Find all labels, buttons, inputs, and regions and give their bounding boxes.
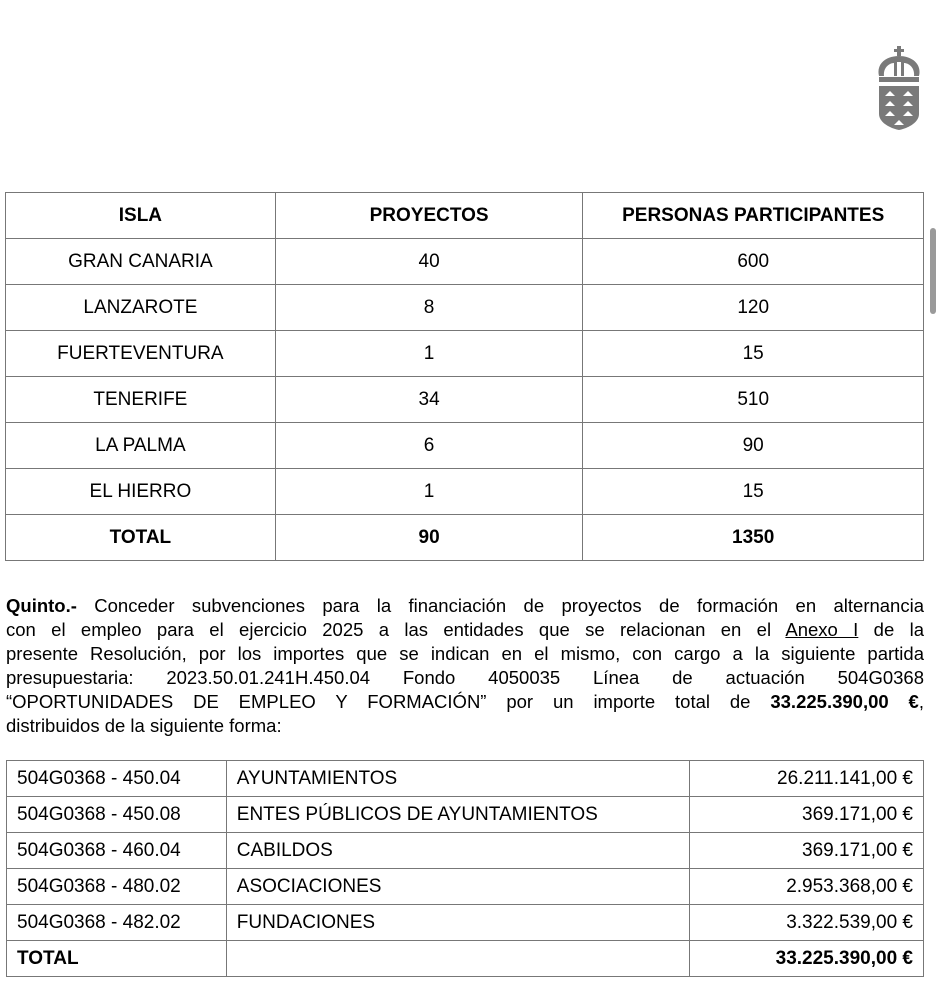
cell-isla: LA PALMA	[5, 422, 276, 469]
header-personas: PERSONAS PARTICIPANTES	[582, 192, 924, 239]
cell-personas: 120	[582, 284, 924, 331]
text: ,	[918, 691, 924, 712]
table-row: 504G0368 - 480.02 ASOCIACIONES 2.953.368,0…	[6, 868, 924, 905]
scrollbar[interactable]	[930, 228, 936, 314]
cell-isla: FUERTEVENTURA	[5, 330, 276, 377]
total-amount: 33.225.390,00 €	[689, 940, 924, 977]
paragraph-line: presupuestaria: 2023.50.01.241H.450.04 F…	[6, 667, 924, 688]
table-row: TENERIFE 34 510	[5, 376, 924, 423]
cell-amount: 369.171,00 €	[689, 796, 924, 833]
cell-amount: 3.322.539,00 €	[689, 904, 924, 941]
table-total-row: TOTAL 33.225.390,00 €	[6, 940, 924, 977]
cell-proyectos: 1	[274, 330, 584, 377]
quinto-paragraph: Quinto.- Conceder subvenciones para la f…	[6, 594, 924, 738]
cell-proyectos: 34	[274, 376, 584, 423]
budget-distribution-table: 504G0368 - 450.04 AYUNTAMIENTOS 26.211.141…	[6, 760, 924, 977]
table-row: 504G0368 - 482.02 FUNDACIONES 3.322.539,00…	[6, 904, 924, 941]
table-total-row: TOTAL 90 1350	[5, 514, 924, 561]
header-proyectos: PROYECTOS	[274, 192, 584, 239]
cell-personas: 15	[582, 330, 924, 377]
table-row: EL HIERRO 1 15	[5, 468, 924, 515]
cell-personas: 15	[582, 468, 924, 515]
paragraph-line: Quinto.- Conceder subvenciones para la f…	[6, 594, 924, 618]
text: de la	[858, 619, 924, 640]
cell-isla: TENERIFE	[5, 376, 276, 423]
total-label: TOTAL	[6, 940, 227, 977]
table-row: 504G0368 - 450.08 ENTES PÚBLICOS DE AYUNT…	[6, 796, 924, 833]
cell-isla: LANZAROTE	[5, 284, 276, 331]
cell-proyectos: 6	[274, 422, 584, 469]
cell-entity: AYUNTAMIENTOS	[225, 760, 691, 797]
table-row: LA PALMA 6 90	[5, 422, 924, 469]
cell-code: 504G0368 - 482.02	[6, 904, 227, 941]
cell-entity: CABILDOS	[225, 832, 691, 869]
cell-code: 504G0368 - 460.04	[6, 832, 227, 869]
section-label: Quinto.-	[6, 595, 77, 616]
cell-proyectos: 1	[274, 468, 584, 515]
table-header-row: ISLA PROYECTOS PERSONAS PARTICIPANTES	[5, 192, 924, 239]
cell-amount: 26.211.141,00 €	[689, 760, 924, 797]
coat-of-arms-logo	[878, 46, 920, 130]
text: Conceder subvenciones para la financiaci…	[76, 595, 924, 616]
total-label: TOTAL	[5, 514, 276, 561]
table-row: FUERTEVENTURA 1 15	[5, 330, 924, 377]
text: “OPORTUNIDADES DE EMPLEO Y FORMACIÓN” po…	[6, 691, 771, 712]
header-isla: ISLA	[5, 192, 276, 239]
text: con el empleo para el ejercicio 2025 a l…	[6, 619, 786, 640]
cell-isla: GRAN CANARIA	[5, 238, 276, 285]
paragraph-line: presente Resolución, por los importes qu…	[6, 643, 924, 664]
anexo-link[interactable]: Anexo I	[785, 619, 859, 640]
cell-amount: 369.171,00 €	[689, 832, 924, 869]
cell-proyectos: 8	[274, 284, 584, 331]
cell-code: 504G0368 - 450.08	[6, 796, 227, 833]
paragraph-line: con el empleo para el ejercicio 2025 a l…	[6, 618, 924, 642]
cell-personas: 600	[582, 238, 924, 285]
total-amount: 33.225.390,00 €	[770, 691, 919, 712]
table-row: GRAN CANARIA 40 600	[5, 238, 924, 285]
table-row: 504G0368 - 450.04 AYUNTAMIENTOS 26.211.141…	[6, 760, 924, 797]
cell-personas: 90	[582, 422, 924, 469]
cell-entity: FUNDACIONES	[225, 904, 691, 941]
total-proyectos: 90	[274, 514, 584, 561]
cell-code: 504G0368 - 450.04	[6, 760, 227, 797]
cell-entity: ASOCIACIONES	[225, 868, 691, 905]
table-row: LANZAROTE 8 120	[5, 284, 924, 331]
paragraph-line: “OPORTUNIDADES DE EMPLEO Y FORMACIÓN” po…	[6, 690, 924, 714]
cell-amount: 2.953.368,00 €	[689, 868, 924, 905]
cell-code: 504G0368 - 480.02	[6, 868, 227, 905]
cell-entity: ENTES PÚBLICOS DE AYUNTAMIENTOS	[225, 796, 691, 833]
cell-isla: EL HIERRO	[5, 468, 276, 515]
total-empty	[225, 940, 691, 977]
islands-projects-table: ISLA PROYECTOS PERSONAS PARTICIPANTES GR…	[5, 192, 924, 561]
table-row: 504G0368 - 460.04 CABILDOS 369.171,00 €	[6, 832, 924, 869]
total-personas: 1350	[582, 514, 924, 561]
paragraph-line: distribuidos de la siguiente forma:	[6, 715, 282, 736]
cell-proyectos: 40	[274, 238, 584, 285]
cell-personas: 510	[582, 376, 924, 423]
